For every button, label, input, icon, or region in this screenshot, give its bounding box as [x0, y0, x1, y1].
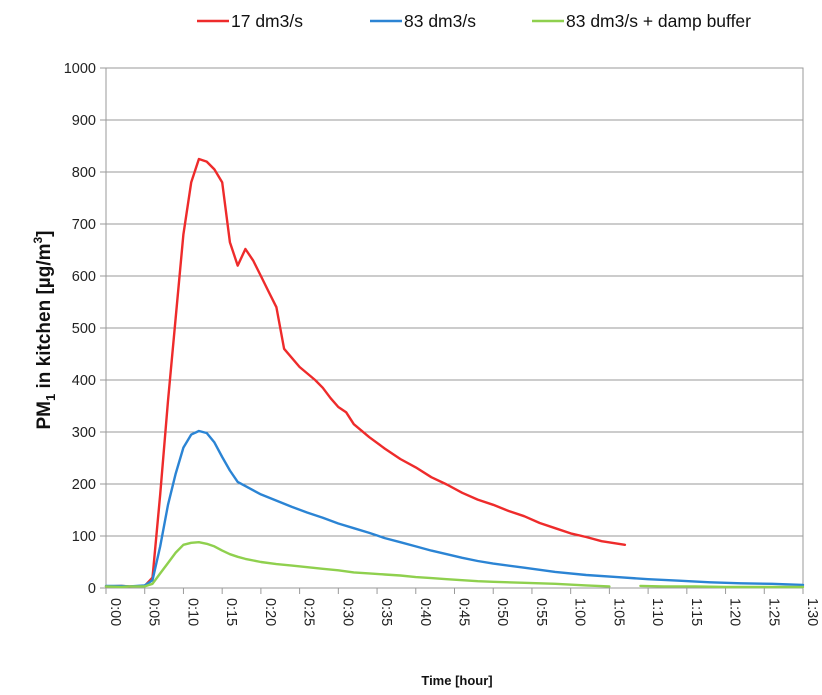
legend: 17 dm3/s 83 dm3/s 83 dm3/s + damp buffer	[197, 11, 751, 31]
legend-label-0: 17 dm3/s	[231, 11, 303, 31]
series-line-3	[639, 584, 805, 589]
y-tick-label: 900	[72, 113, 96, 129]
y-tick-label: 600	[72, 269, 96, 285]
x-tick-label: 0:05	[146, 598, 162, 626]
x-tick-label: 1:30	[804, 598, 820, 626]
grid-lines	[106, 67, 803, 589]
x-tick-label: 0:25	[301, 598, 317, 626]
x-tick-label: 0:35	[378, 598, 394, 626]
y-tick-label: 500	[72, 321, 96, 337]
y-tick-label: 200	[72, 477, 96, 493]
x-tick-label: 0:00	[107, 598, 123, 626]
y-tick-label: 100	[72, 529, 96, 545]
series-group	[104, 157, 805, 589]
x-tick-label: 1:05	[610, 598, 626, 626]
y-tick-label: 1000	[64, 61, 96, 77]
x-tick-label: 0:20	[262, 598, 278, 626]
legend-label-1: 83 dm3/s	[404, 11, 476, 31]
y-axis-ticks: 0 100 200 300 400 500 600 700 800 900 1000	[64, 61, 106, 597]
series-line-1	[104, 429, 805, 588]
x-tick-label: 1:25	[765, 598, 781, 626]
y-axis-title-main: PM	[34, 401, 55, 430]
x-tick-label: 1:15	[688, 598, 704, 626]
y-tick-label: 400	[72, 373, 96, 389]
x-tick-label: 1:20	[727, 598, 743, 626]
x-tick-label: 0:15	[223, 598, 239, 626]
series-line-2	[104, 541, 611, 589]
x-tick-label: 0:30	[339, 598, 355, 626]
y-axis-title-end: ]	[34, 230, 55, 236]
y-tick-label: 800	[72, 165, 96, 181]
y-axis-title: PM1 in kitchen [µg/m3]	[31, 230, 58, 429]
x-tick-label: 1:00	[572, 598, 588, 626]
y-axis-title-superscript: 3	[31, 236, 45, 243]
x-tick-label: 0:40	[417, 598, 433, 626]
y-tick-label: 0	[88, 581, 96, 597]
x-axis-title: Time [hour]	[421, 673, 492, 688]
x-axis-ticks: 0:00 0:05 0:10 0:15 0:20 0:25 0:30 0:35 0:40 0:45…	[105, 588, 820, 626]
y-tick-label: 300	[72, 425, 96, 441]
series-line-0	[104, 157, 627, 588]
x-tick-label: 1:10	[649, 598, 665, 626]
x-tick-label: 0:55	[533, 598, 549, 626]
y-tick-label: 700	[72, 217, 96, 233]
x-tick-label: 0:50	[494, 598, 510, 626]
x-tick-label: 0:45	[456, 598, 472, 626]
y-axis-title-rest: in kitchen [µg/m	[34, 243, 55, 393]
x-tick-label: 0:10	[184, 598, 200, 626]
legend-label-2: 83 dm3/s + damp buffer	[566, 11, 751, 31]
y-axis-title-subscript: 1	[43, 394, 58, 401]
